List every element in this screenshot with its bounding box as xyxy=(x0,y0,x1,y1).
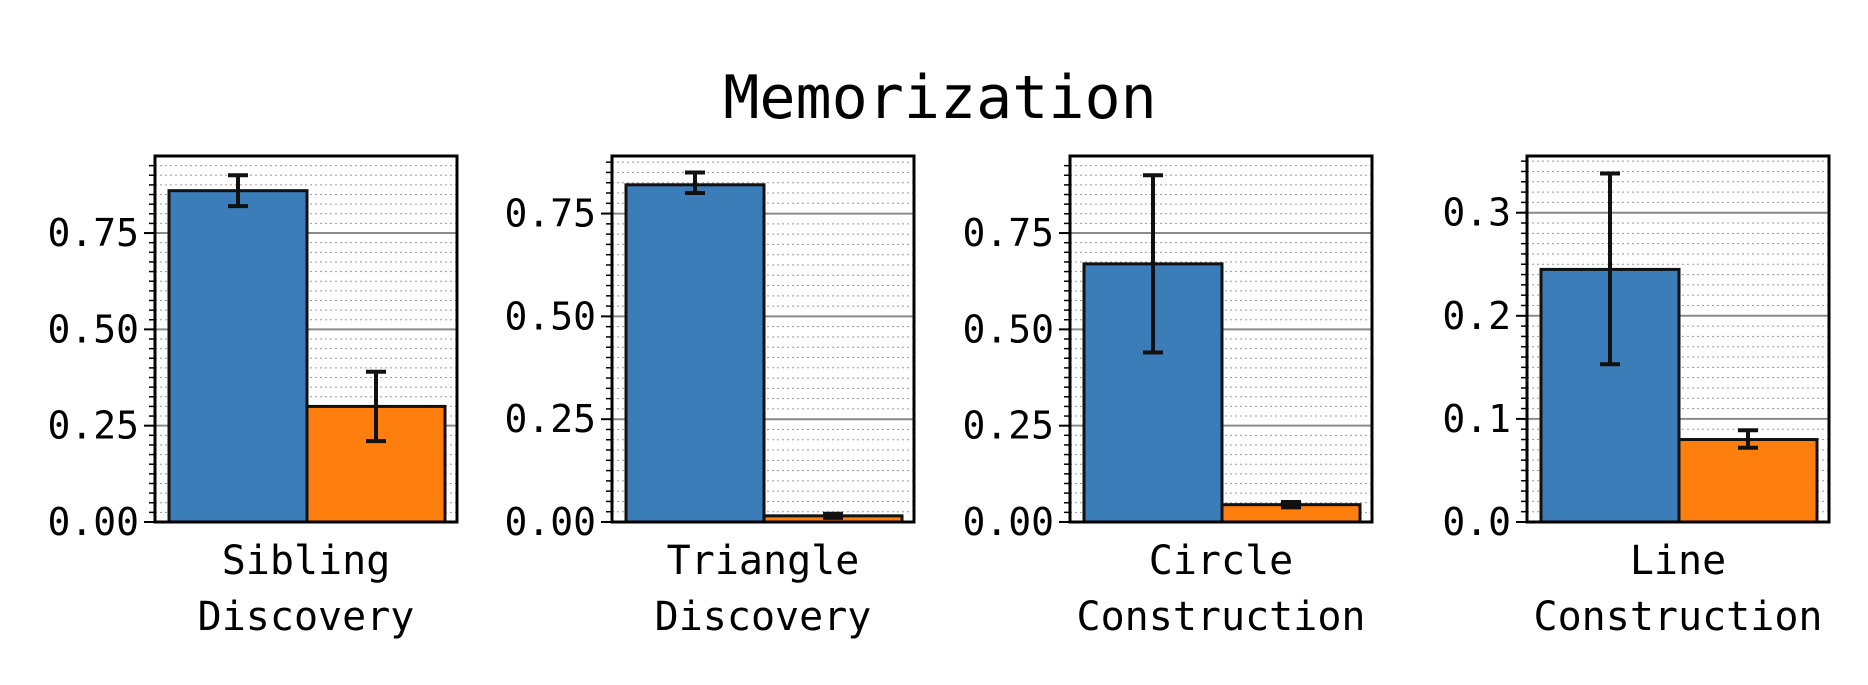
x-category-label: Discovery xyxy=(655,594,872,640)
x-category-label: Line xyxy=(1630,538,1726,584)
y-tick-label: 0.25 xyxy=(47,404,139,448)
y-tick-label: 0.00 xyxy=(962,500,1054,544)
axes-frame xyxy=(1068,154,1374,524)
y-tick-label: 0.75 xyxy=(47,211,139,255)
bar-series-1 xyxy=(624,183,766,524)
x-category-label: Circle xyxy=(1149,538,1294,584)
panels-group: 0.00 0.25 0.50 0.75 Sibling Discovery 0.00 0.25… xyxy=(47,154,1831,640)
y-tick-label: 0.1 xyxy=(1442,397,1511,441)
y-tick-label: 0.2 xyxy=(1442,294,1511,338)
y-tick-label: 0.00 xyxy=(504,500,596,544)
x-category-label: Discovery xyxy=(198,594,415,640)
panel-1: 0.00 0.25 0.50 0.75 Sibling Discovery xyxy=(47,154,459,640)
panel-4: 0.0 0.1 0.2 0.3 Line Construction xyxy=(1442,154,1831,640)
y-tick-label: 0.25 xyxy=(504,397,596,441)
bar-series-1 xyxy=(167,189,309,524)
y-tick-label: 0.00 xyxy=(47,500,139,544)
x-category-label: Construction xyxy=(1534,594,1823,640)
x-category-label: Sibling xyxy=(222,538,391,584)
y-tick-label: 0.75 xyxy=(504,192,596,236)
bar-series-2 xyxy=(1677,438,1819,524)
axes-frame xyxy=(1525,154,1831,524)
axes-frame xyxy=(153,154,459,524)
x-category-label: Triangle xyxy=(667,538,860,584)
panel-2: 0.00 0.25 0.50 0.75 Triangle Discovery xyxy=(504,154,916,640)
y-tick-label: 0.50 xyxy=(47,307,139,351)
chart-title: Memorization xyxy=(723,63,1156,133)
y-tick-label: 0.50 xyxy=(962,307,1054,351)
y-tick-label: 0.75 xyxy=(962,211,1054,255)
y-tick-label: 0.50 xyxy=(504,294,596,338)
panel-3: 0.00 0.25 0.50 0.75 Circle Construction xyxy=(962,154,1374,640)
y-tick-label: 0.3 xyxy=(1442,191,1511,235)
axes-frame xyxy=(610,154,916,524)
y-tick-label: 0.0 xyxy=(1442,500,1511,544)
y-tick-label: 0.25 xyxy=(962,404,1054,448)
x-category-label: Construction xyxy=(1077,594,1366,640)
